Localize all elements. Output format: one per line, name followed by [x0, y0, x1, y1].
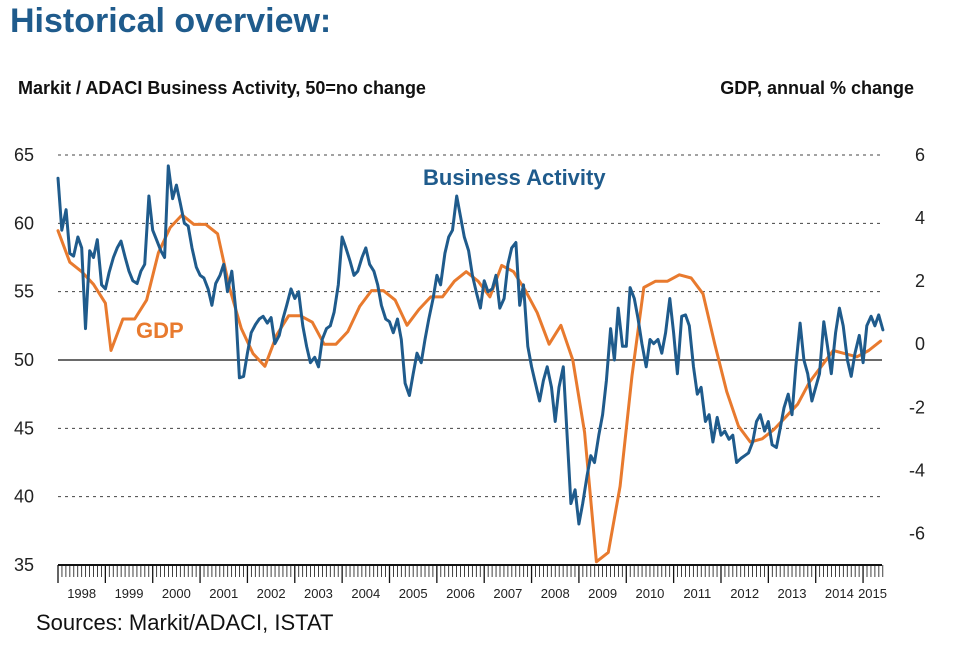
x-axis: 1998 1999 2000 2001 2002 2003 2004 2005 2006 2007…: [57, 564, 887, 600]
x-tick-label: 2000: [162, 586, 191, 600]
x-tick-label: 2001: [209, 586, 238, 600]
x-tick-label: 2008: [541, 586, 570, 600]
x-tick-label: 1999: [115, 586, 144, 600]
x-tick-label: 2007: [493, 586, 522, 600]
gdp-series-line: [56, 213, 883, 564]
x-tick-label: 2010: [635, 586, 664, 600]
x-tick-label: 1998: [67, 586, 96, 600]
right-axis-caption: GDP, annual % change: [720, 78, 914, 98]
right-tick-label: -6: [909, 523, 925, 543]
right-axis-ticks: -6 -4 -2 0 2 4 6: [909, 145, 925, 543]
sources-note: Sources: Markit/ADACI, ISTAT: [36, 610, 334, 635]
left-tick-label: 65: [14, 145, 34, 165]
right-tick-label: 0: [915, 334, 925, 354]
right-tick-label: -4: [909, 460, 925, 480]
chart: 35 40 45 50 55 60 65 -6 -4 -2 0 2 4 6 1998 1999 2000 20…: [14, 145, 925, 600]
gdp-series-label: GDP: [136, 318, 184, 343]
x-tick-label: 2011: [683, 586, 711, 600]
right-tick-label: 4: [915, 208, 925, 228]
x-tick-label: 2015: [858, 586, 887, 600]
left-tick-label: 50: [14, 350, 34, 370]
x-tick-label: 2009: [588, 586, 617, 600]
right-tick-label: 6: [915, 145, 925, 165]
business-activity-series-label: Business Activity: [423, 165, 606, 190]
left-tick-label: 35: [14, 555, 34, 575]
x-tick-label: 2005: [399, 586, 428, 600]
page-title: Historical overview:: [10, 2, 332, 40]
left-axis-caption: Markit / ADACI Business Activity, 50=no …: [18, 78, 426, 98]
x-tick-label: 2004: [351, 586, 380, 600]
x-tick-label: 2002: [257, 586, 286, 600]
left-tick-label: 40: [14, 487, 34, 507]
left-tick-label: 60: [14, 213, 34, 233]
x-tick-label: 2006: [446, 586, 475, 600]
left-tick-label: 45: [14, 418, 34, 438]
left-tick-label: 55: [14, 282, 34, 302]
x-tick-label: 2013: [778, 586, 807, 600]
x-tick-label: 2003: [304, 586, 333, 600]
series-layer: [56, 164, 885, 564]
grid-layer: [58, 154, 882, 498]
business-activity-series-line: [56, 164, 885, 526]
right-tick-label: 2: [915, 271, 925, 291]
x-tick-label: 2014: [825, 586, 854, 600]
x-tick-label: 2012: [730, 586, 759, 600]
left-axis-ticks: 35 40 45 50 55 60 65: [14, 145, 34, 575]
right-tick-label: -2: [909, 397, 925, 417]
